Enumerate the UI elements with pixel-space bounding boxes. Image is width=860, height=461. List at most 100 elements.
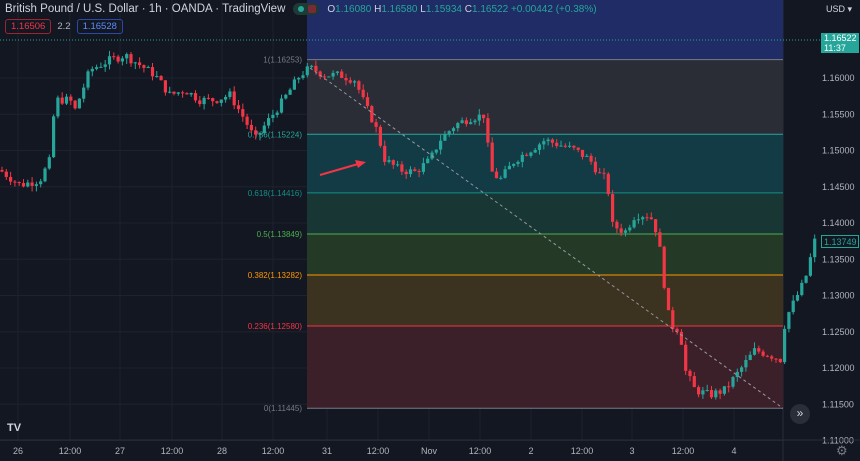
- candle: [537, 144, 542, 150]
- candle: [383, 145, 387, 162]
- candle: [318, 71, 322, 77]
- candle: [34, 184, 38, 186]
- y-tick-label: 1.15500: [822, 109, 855, 119]
- candle: [284, 94, 288, 99]
- candle: [748, 354, 752, 360]
- x-tick-label: 3: [629, 446, 634, 456]
- tradingview-logo[interactable]: TV: [7, 422, 22, 434]
- candle: [533, 149, 537, 153]
- candle: [297, 77, 301, 80]
- candle: [456, 123, 460, 129]
- candle: [512, 163, 516, 166]
- candle: [327, 76, 331, 78]
- buy-button[interactable]: 1.16528: [76, 19, 123, 34]
- candle: [714, 390, 718, 398]
- candle: [378, 126, 382, 146]
- candle: [439, 140, 443, 150]
- candle: [224, 96, 228, 100]
- x-tick-label: 31: [322, 446, 332, 456]
- candle: [774, 358, 778, 360]
- candle: [245, 116, 249, 125]
- candle: [99, 66, 103, 68]
- candle: [52, 116, 56, 158]
- spread: 2.2: [57, 21, 71, 32]
- candle: [542, 141, 546, 145]
- candle: [628, 227, 632, 231]
- candle: [671, 310, 675, 329]
- candle: [804, 275, 808, 283]
- fib-level-label: 0.236(1.12580): [248, 322, 303, 331]
- candle: [335, 71, 339, 73]
- candle: [559, 145, 563, 147]
- candle: [348, 80, 352, 83]
- fib-zone-extension: [307, 0, 783, 60]
- x-tick-label: 12:00: [161, 446, 184, 456]
- candle: [598, 172, 602, 174]
- candle: [138, 62, 142, 66]
- currency-selector[interactable]: USD ▾: [826, 4, 853, 14]
- candle: [107, 56, 112, 65]
- candle: [615, 221, 619, 229]
- candle: [636, 219, 640, 221]
- candle: [396, 164, 400, 166]
- fib-level-label: 0.382(1.13282): [248, 271, 303, 280]
- x-tick-label: 12:00: [262, 446, 285, 456]
- candle: [26, 182, 30, 187]
- candle: [314, 65, 318, 72]
- candle: [658, 232, 662, 247]
- x-tick-label: 2: [528, 446, 533, 456]
- candle: [181, 92, 185, 94]
- candle: [808, 257, 812, 276]
- symbol-title[interactable]: British Pound / U.S. Dollar · 1h · OANDA…: [5, 3, 286, 15]
- candle: [95, 67, 99, 69]
- candle: [116, 56, 120, 62]
- candle: [176, 92, 180, 94]
- candle: [374, 122, 378, 127]
- candle: [494, 171, 499, 179]
- candle: [580, 149, 585, 157]
- y-tick-label: 1.13000: [822, 291, 855, 301]
- candle: [125, 54, 129, 59]
- ohlc-values: O1.16080 H1.16580 L1.15934 C1.16522 +0.0…: [327, 3, 597, 15]
- candle: [198, 100, 202, 105]
- candle: [507, 165, 511, 170]
- candle: [813, 238, 817, 258]
- candle: [408, 169, 413, 175]
- candle: [516, 161, 520, 164]
- candle: [322, 76, 327, 78]
- candle: [310, 65, 314, 67]
- candle: [0, 170, 4, 172]
- candle: [490, 142, 494, 172]
- candle: [249, 124, 253, 131]
- candle: [791, 300, 795, 313]
- candle: [525, 154, 529, 156]
- x-tick-label: 12:00: [59, 446, 82, 456]
- candle: [469, 122, 473, 125]
- sell-button[interactable]: 1.16506: [5, 19, 52, 34]
- x-tick-label: 28: [217, 446, 227, 456]
- candle: [576, 147, 580, 150]
- candle: [679, 331, 683, 345]
- candle: [589, 155, 593, 162]
- candle: [357, 81, 361, 90]
- fib-zone: [307, 233, 783, 276]
- gear-icon[interactable]: ⚙: [836, 443, 848, 458]
- candle: [623, 230, 628, 233]
- y-tick-label: 1.15000: [822, 146, 855, 156]
- fib-level-label: 0(1.11445): [264, 404, 302, 413]
- candle: [344, 78, 348, 81]
- candle: [193, 93, 198, 101]
- candle: [69, 96, 73, 101]
- candle: [770, 356, 774, 359]
- x-tick-label: 26: [13, 446, 23, 456]
- candle: [473, 120, 477, 123]
- candle: [602, 172, 606, 174]
- candle: [611, 194, 615, 222]
- candle: [228, 91, 232, 97]
- candle: [64, 96, 69, 104]
- double-chevron-right-icon[interactable]: »: [790, 404, 810, 424]
- candle: [800, 282, 804, 295]
- candle: [718, 390, 722, 394]
- candle: [60, 97, 64, 104]
